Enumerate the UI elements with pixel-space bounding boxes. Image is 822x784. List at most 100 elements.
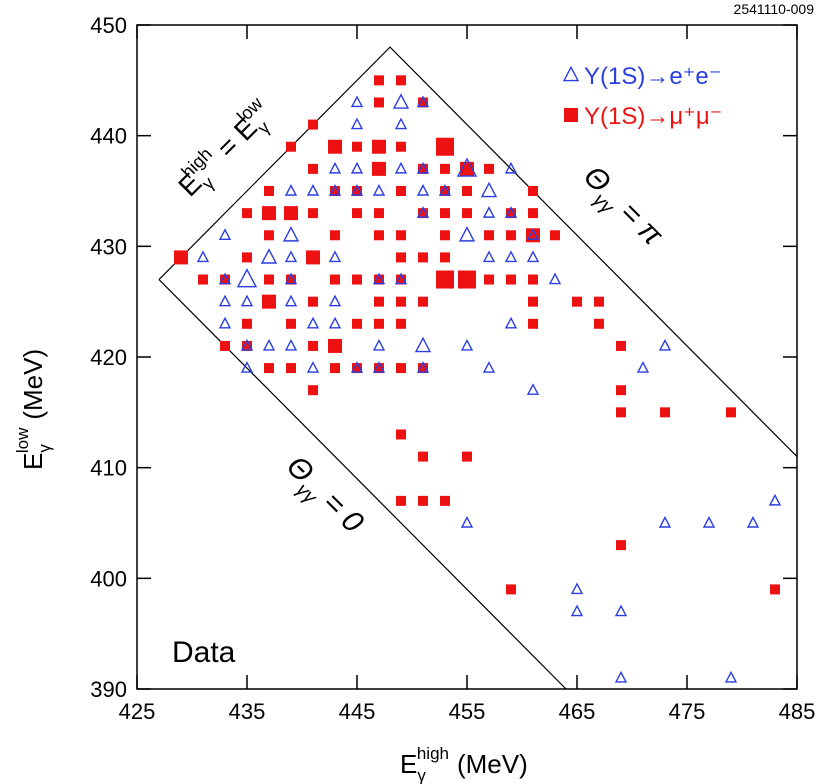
square-marker bbox=[352, 274, 362, 285]
x-tick-label: 435 bbox=[229, 699, 266, 724]
square-marker bbox=[330, 230, 340, 241]
square-marker bbox=[418, 451, 428, 462]
square-marker bbox=[770, 584, 780, 595]
square-marker bbox=[242, 208, 252, 219]
square-marker bbox=[396, 363, 406, 374]
square-marker bbox=[286, 141, 296, 152]
y-tick-label: 410 bbox=[90, 456, 127, 481]
triangle-marker bbox=[372, 338, 386, 351]
square-marker bbox=[396, 141, 406, 152]
square-marker bbox=[660, 407, 670, 418]
square-marker bbox=[198, 274, 208, 285]
y-tick-label: 390 bbox=[90, 677, 127, 702]
square-marker bbox=[528, 318, 538, 329]
square-marker bbox=[484, 230, 494, 241]
square-marker bbox=[328, 139, 342, 154]
label-unit: (MeV) bbox=[18, 349, 48, 420]
x-label: Eγ high (MeV) bbox=[400, 744, 528, 784]
triangle-marker bbox=[372, 183, 386, 196]
y-tick-label: 450 bbox=[90, 13, 127, 38]
triangle-marker bbox=[282, 226, 300, 242]
square-marker bbox=[308, 163, 318, 174]
square-marker bbox=[330, 363, 340, 374]
label-sup: low bbox=[13, 427, 32, 453]
square-marker bbox=[462, 186, 472, 196]
square-marker bbox=[528, 208, 538, 219]
triangle-marker bbox=[394, 161, 408, 174]
square-marker bbox=[286, 274, 296, 285]
square-marker bbox=[396, 296, 406, 307]
triangle-marker bbox=[218, 272, 232, 285]
square-marker bbox=[352, 363, 362, 374]
triangle-marker bbox=[636, 361, 650, 373]
triangle-marker bbox=[526, 383, 540, 395]
square-marker bbox=[396, 230, 406, 241]
square-marker bbox=[242, 318, 252, 329]
triangle-marker bbox=[724, 670, 738, 683]
square-marker bbox=[418, 296, 428, 307]
triangle-marker bbox=[328, 294, 342, 307]
square-marker bbox=[264, 186, 274, 196]
triangle-marker bbox=[284, 294, 298, 307]
square-marker bbox=[264, 274, 274, 285]
triangle-marker bbox=[372, 272, 386, 285]
triangle-marker bbox=[392, 93, 410, 109]
x-tick-label: 445 bbox=[339, 699, 376, 724]
triangle-marker bbox=[548, 272, 562, 285]
square-marker bbox=[440, 208, 450, 219]
square-marker bbox=[374, 318, 384, 329]
annotation-part: Θ bbox=[577, 160, 617, 200]
triangle-marker bbox=[570, 604, 584, 617]
square-marker bbox=[374, 208, 384, 219]
square-marker bbox=[462, 208, 472, 219]
triangle-marker bbox=[218, 294, 232, 307]
square-marker bbox=[308, 340, 318, 351]
square-marker bbox=[616, 407, 626, 418]
square-marker bbox=[372, 139, 386, 154]
square-marker bbox=[352, 318, 362, 329]
label-sup: high bbox=[417, 744, 449, 763]
annotation: Θγγ = π bbox=[572, 160, 670, 258]
triangle-marker bbox=[284, 338, 298, 351]
triangle-marker bbox=[328, 161, 342, 174]
square-marker bbox=[264, 230, 274, 241]
square-marker bbox=[374, 75, 384, 86]
triangle-marker bbox=[614, 604, 628, 617]
square-marker bbox=[594, 318, 604, 329]
label-sub: γ bbox=[417, 766, 426, 784]
triangle-marker bbox=[218, 228, 232, 240]
square-marker bbox=[174, 250, 188, 265]
legend-label: Υ(1S)→μ⁺μ⁻ bbox=[584, 103, 722, 130]
square-marker bbox=[440, 495, 450, 506]
triangle-marker bbox=[504, 206, 518, 218]
legend-label: Υ(1S)→e⁺e⁻ bbox=[584, 63, 721, 90]
square-marker bbox=[328, 338, 342, 353]
square-marker bbox=[440, 230, 450, 241]
triangle-marker bbox=[658, 338, 672, 351]
triangle-marker bbox=[350, 183, 364, 196]
label-base: E bbox=[18, 453, 48, 470]
square-marker bbox=[594, 296, 604, 307]
square-marker bbox=[418, 363, 428, 374]
square-marker bbox=[484, 274, 494, 285]
label-sub: γ bbox=[35, 444, 54, 453]
square-marker bbox=[418, 495, 428, 506]
triangle-marker bbox=[702, 515, 716, 528]
triangle-marker bbox=[416, 161, 430, 174]
triangle-marker bbox=[328, 316, 342, 329]
annotation: Data bbox=[172, 636, 236, 669]
square-marker bbox=[396, 495, 406, 506]
square-marker bbox=[330, 274, 340, 285]
square-marker bbox=[374, 363, 384, 374]
square-marker bbox=[286, 318, 296, 329]
x-tick-label: 475 bbox=[669, 699, 706, 724]
square-marker bbox=[396, 186, 406, 196]
annotation: Θγγ = 0 bbox=[275, 450, 370, 545]
square-marker bbox=[286, 363, 296, 374]
square-marker bbox=[506, 274, 516, 285]
triangle-marker bbox=[658, 515, 672, 528]
square-marker bbox=[284, 206, 298, 221]
square-marker bbox=[306, 250, 320, 265]
square-marker bbox=[396, 252, 406, 263]
